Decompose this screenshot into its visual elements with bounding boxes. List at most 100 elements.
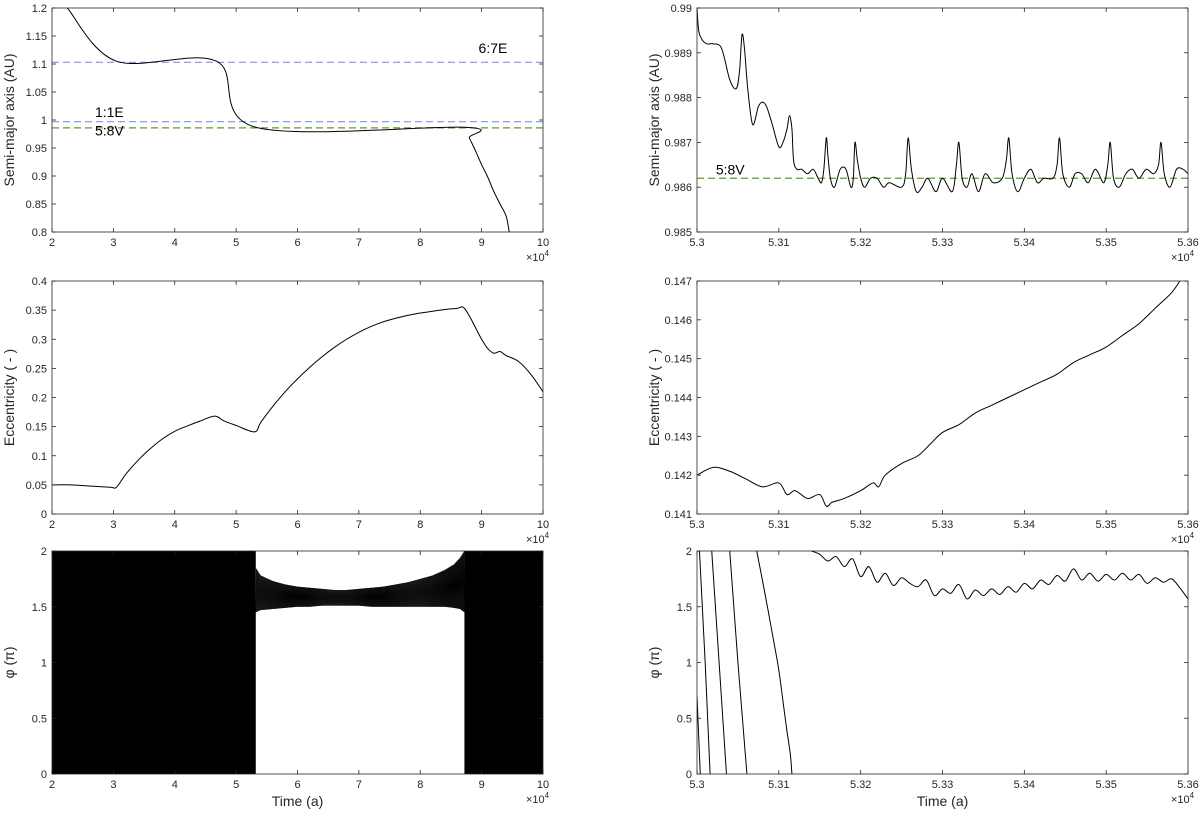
- x-tick-label: 9: [479, 779, 485, 791]
- y-tick-label: 1: [41, 115, 47, 127]
- x-axis-label: Time (a): [917, 793, 969, 809]
- series-e: [697, 281, 1181, 507]
- x-tick-label: 2: [49, 237, 55, 249]
- plot-area: [697, 551, 1188, 774]
- x-tick-label: 5.35: [1095, 779, 1116, 791]
- series-phi-libration: [811, 551, 1188, 600]
- y-tick-label: 1.1: [32, 59, 47, 71]
- x-multiplier: ×104: [526, 791, 550, 806]
- y-tick-label: 1.2: [32, 3, 47, 15]
- y-tick-label: 0.9: [32, 171, 47, 183]
- y-axis-label: φ (π): [1, 647, 17, 679]
- y-tick-label: 1.15: [26, 31, 47, 43]
- x-tick-label: 3: [110, 237, 116, 249]
- x-tick-label: 5: [233, 237, 239, 249]
- x-tick-label: 9: [479, 237, 485, 249]
- x-tick-label: 5.3: [689, 237, 704, 249]
- y-tick-label: 0.143: [664, 431, 692, 443]
- x-tick-label: 5.33: [932, 779, 953, 791]
- y-tick-label: 2: [686, 546, 692, 558]
- x-tick-label: 3: [110, 779, 116, 791]
- chart-a-left: 2 3 4 5 6 7 8 9 10 0.8 0.85 0.9 0.95 1 1.05 1.1 1.15 1.2 ×…: [1, 3, 550, 264]
- plot-area: [697, 8, 1188, 232]
- y-tick-label: 0.987: [664, 137, 692, 149]
- x-tick-label: 4: [172, 519, 178, 531]
- resonance-annotation: 1:1E: [95, 104, 124, 120]
- x-tick-label: 8: [417, 237, 423, 249]
- y-tick-label: 0: [686, 769, 692, 781]
- x-tick-label: 8: [417, 779, 423, 791]
- x-tick-label: 5: [233, 519, 239, 531]
- circulation-region-1: [464, 551, 543, 774]
- x-tick-label: 10: [537, 779, 549, 791]
- x-tick-label: 5.34: [1014, 519, 1035, 531]
- x-tick-label: 4: [172, 237, 178, 249]
- y-tick-label: 0.988: [664, 93, 692, 105]
- y-tick-label: 0.141: [664, 509, 692, 521]
- y-tick-label: 0.2: [32, 393, 47, 405]
- y-tick-label: 1: [686, 658, 692, 670]
- x-tick-label: 5.35: [1095, 237, 1116, 249]
- y-tick-label: 0.146: [664, 315, 692, 327]
- x-tick-label: 5.34: [1014, 779, 1035, 791]
- plot-layer: [52, 8, 543, 232]
- series-phi-wrap-1: [698, 551, 711, 774]
- x-multiplier: ×104: [526, 249, 550, 264]
- y-tick-label: 0.35: [26, 305, 47, 317]
- x-tick-label: 6: [294, 519, 300, 531]
- y-tick-label: 0.147: [664, 276, 692, 288]
- x-multiplier: ×104: [1171, 531, 1195, 546]
- y-axis-label: φ (π): [646, 647, 662, 679]
- y-tick-label: 0: [41, 509, 47, 521]
- y-tick-label: 0.5: [677, 713, 692, 725]
- x-tick-label: 3: [110, 519, 116, 531]
- chart-a-right: 5.3 5.31 5.32 5.33 5.34 5.35 5.36 0.985 0.986 0.9…: [646, 3, 1199, 264]
- libration-oscillation: [255, 551, 465, 613]
- y-tick-label: 0: [41, 769, 47, 781]
- y-tick-label: 1.05: [26, 87, 47, 99]
- y-tick-label: 0.99: [671, 3, 692, 15]
- x-tick-label: 5.3: [689, 519, 704, 531]
- y-tick-label: 0.142: [664, 470, 692, 482]
- x-tick-label: 5.31: [768, 237, 789, 249]
- x-axis-label: Time (a): [272, 793, 324, 809]
- y-tick-label: 1.5: [677, 602, 692, 614]
- x-tick-label: 5.33: [932, 237, 953, 249]
- resonance-annotation: 5:8V: [95, 123, 124, 139]
- plot-layer: [697, 8, 1188, 194]
- series-phi-wrap-3: [729, 551, 748, 774]
- series-phi-wrap-2: [711, 551, 727, 774]
- series-phi-wrap-0: [697, 695, 701, 774]
- series-phi-wrap-4: [756, 551, 793, 774]
- x-tick-label: 5.33: [932, 519, 953, 531]
- x-tick-label: 5: [233, 779, 239, 791]
- series-a: [66, 8, 510, 232]
- y-tick-label: 0.3: [32, 334, 47, 346]
- y-axis-label: Semi-major axis (AU): [646, 53, 662, 186]
- x-tick-label: 9: [479, 519, 485, 531]
- x-tick-label: 5.32: [850, 779, 871, 791]
- series-a: [697, 8, 1188, 194]
- y-tick-label: 0.85: [26, 199, 47, 211]
- circulation-region-0: [52, 551, 256, 774]
- plot-area: [52, 8, 543, 232]
- y-tick-label: 0.95: [26, 143, 47, 155]
- plot-layer: [52, 306, 543, 489]
- y-tick-label: 0.4: [32, 276, 47, 288]
- y-axis-label: Eccentricity ( - ): [1, 349, 17, 446]
- y-axis-label: Eccentricity ( - ): [646, 349, 662, 446]
- x-tick-label: 2: [49, 779, 55, 791]
- x-tick-label: 5.36: [1177, 237, 1198, 249]
- x-tick-label: 5.3: [689, 779, 704, 791]
- plot-layer: [52, 551, 543, 774]
- x-multiplier: ×104: [526, 531, 550, 546]
- x-tick-label: 4: [172, 779, 178, 791]
- chart-phi-left: 2 3 4 5 6 7 8 9 10 0 0.5 1 1.5 2 ×104 φ (π) Time (a): [1, 546, 550, 809]
- x-tick-label: 10: [537, 519, 549, 531]
- x-tick-label: 7: [356, 237, 362, 249]
- chart-e-right: 5.3 5.31 5.32 5.33 5.34 5.35 5.36 0.141 0.142 0.1…: [646, 276, 1199, 546]
- y-tick-label: 1: [41, 658, 47, 670]
- y-tick-label: 0.145: [664, 354, 692, 366]
- x-tick-label: 5.36: [1177, 779, 1198, 791]
